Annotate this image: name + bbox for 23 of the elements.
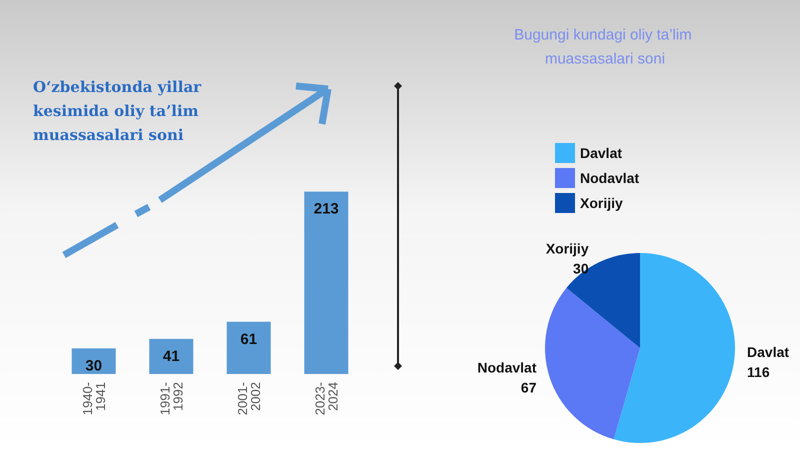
- x-tick-label: 2023-2024: [312, 382, 340, 416]
- legend-label: Davlat: [580, 145, 622, 161]
- bar: [72, 348, 116, 374]
- bar: [304, 192, 348, 374]
- x-tick-label: 1991-1992: [157, 382, 186, 416]
- slice-label: Xorijiy: [546, 240, 589, 257]
- data-label: 30: [85, 357, 102, 374]
- x-tick-label: 2001-2002: [234, 382, 263, 416]
- slice-label: Nodavlat: [477, 359, 537, 376]
- data-label: 116: [747, 364, 770, 380]
- x-tick-label: 1940-1941: [80, 382, 108, 416]
- bar: [226, 322, 271, 374]
- chart-title: O‘zbekistonda yillar kesimida oliy ta’lim muassasalari soni: [33, 78, 206, 144]
- slice-label: Davlat: [747, 344, 790, 360]
- data-label: 67: [520, 379, 537, 396]
- data-label: 61: [240, 330, 258, 348]
- legend-label: Nodavlat: [580, 170, 640, 186]
- data-label: 41: [162, 348, 180, 365]
- bar: [149, 338, 194, 374]
- chart-title: Bugungi kundagi oliy ta’lim muassasalari soni: [514, 26, 696, 68]
- data-label: 30: [573, 260, 589, 277]
- legend-label: Xorijiy: [580, 195, 624, 211]
- data-label: 213: [314, 200, 339, 218]
